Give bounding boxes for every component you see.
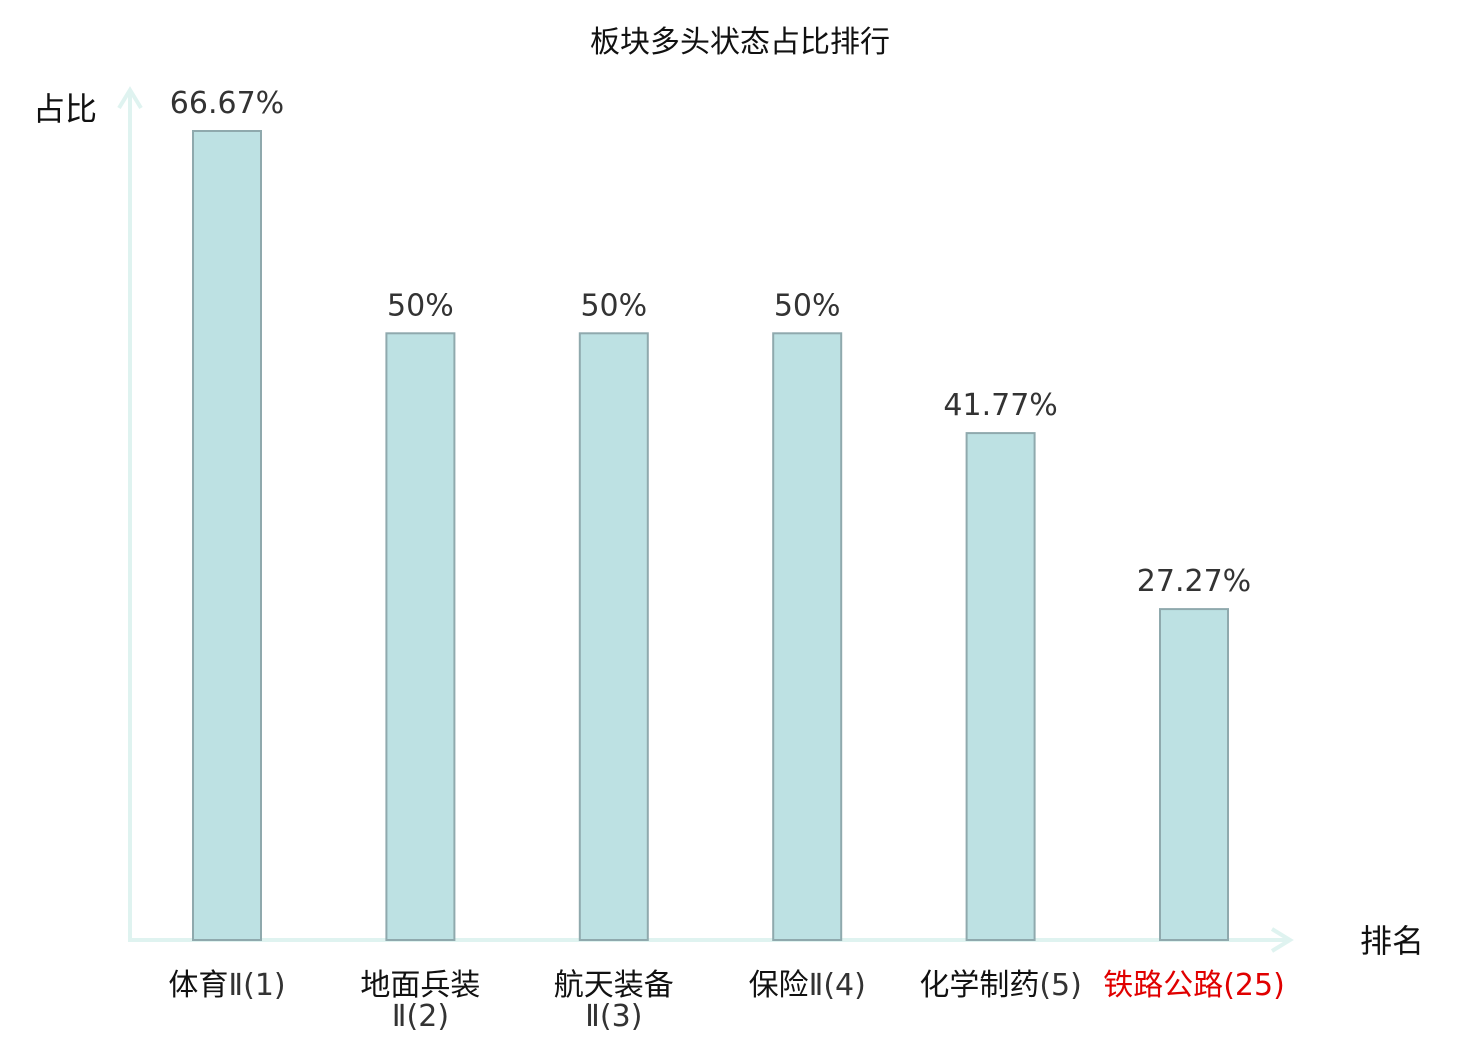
bar — [578, 332, 649, 941]
value-label: 50% — [580, 288, 647, 323]
bars — [192, 130, 1229, 941]
category-rank: (25) — [1223, 968, 1285, 1003]
bar — [772, 332, 843, 941]
category-rank: (5) — [1039, 968, 1082, 1003]
category-rank: Ⅱ(1) — [228, 968, 285, 1003]
category-label: 航天装备 — [554, 968, 674, 1003]
category-name: 航天装备 — [554, 968, 674, 1003]
category-rank: Ⅱ(4) — [809, 968, 866, 1003]
category-label: 铁路公路(25) — [1103, 968, 1285, 1003]
category-rank: Ⅱ(3) — [585, 999, 642, 1034]
value-labels: 66.67% 50% 50% 50% 41.77% 27.27% — [170, 86, 1251, 599]
category-name: 体育 — [168, 968, 228, 1003]
category-label: 化学制药(5) — [919, 968, 1082, 1003]
value-label: 27.27% — [1137, 564, 1251, 599]
value-label: 50% — [774, 288, 841, 323]
category-label: 体育Ⅱ(1) — [168, 968, 285, 1003]
bar — [385, 332, 456, 941]
bar — [1159, 608, 1229, 941]
y-axis — [117, 86, 143, 940]
category-name: 铁路公路 — [1103, 968, 1223, 1003]
x-axis-label: 排名 — [1360, 922, 1424, 960]
category-name: 地面兵装 — [360, 968, 480, 1003]
category-rank: Ⅱ(2) — [392, 999, 449, 1034]
bar — [965, 432, 1036, 941]
y-axis-label: 占比 — [33, 90, 97, 128]
category-name: 化学制药 — [919, 968, 1039, 1003]
category-name: 保险 — [749, 968, 809, 1003]
bar — [192, 130, 262, 941]
value-label: 41.77% — [943, 388, 1057, 423]
category-label: 保险Ⅱ(4) — [749, 968, 866, 1003]
x-axis — [128, 927, 1294, 953]
value-label: 50% — [387, 288, 454, 323]
chart-title: 板块多头状态占比排行 — [590, 25, 890, 60]
value-label: 66.67% — [170, 86, 284, 121]
category-label: 地面兵装 — [360, 968, 480, 1003]
